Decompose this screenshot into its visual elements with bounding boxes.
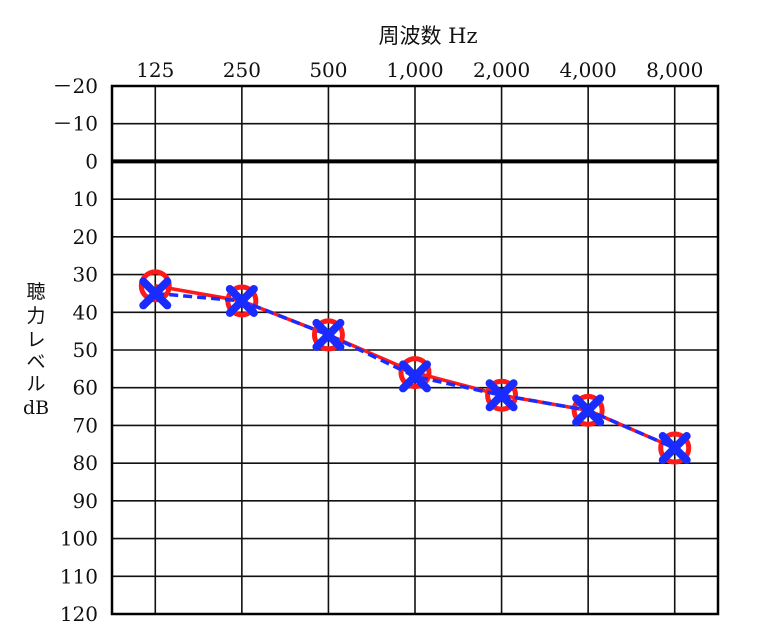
grid xyxy=(112,85,718,615)
x-tick-label: 2,000 xyxy=(473,58,530,82)
y-tick-label: 70 xyxy=(73,413,98,437)
data-point-cross xyxy=(485,379,518,412)
x-tick-label: 125 xyxy=(136,58,174,82)
x-tick-label: 500 xyxy=(309,58,347,82)
data-point-circle xyxy=(485,378,519,412)
data-point-circle xyxy=(398,356,432,390)
y-axis-label-char: 力 xyxy=(26,305,45,327)
y-tick-label: 60 xyxy=(73,376,98,400)
y-tick-label: 50 xyxy=(73,338,98,362)
x-tick-labels: 125 250 500 1,000 2,000 4,000 8,000 xyxy=(136,58,703,82)
y-tick-label: －10 xyxy=(53,112,98,136)
y-tick-labels: －20 －10 0 10 20 30 40 50 60 70 80 90 100 110 120 xyxy=(53,74,98,626)
y-axis-label-char: ル xyxy=(26,373,45,395)
data-point-circle xyxy=(658,431,692,465)
x-tick-label: 250 xyxy=(223,58,261,82)
x-tick-label: 1,000 xyxy=(386,58,443,82)
y-tick-label: 100 xyxy=(60,527,98,551)
y-tick-label: 110 xyxy=(60,564,98,588)
y-tick-label: 10 xyxy=(73,187,98,211)
y-axis-label-char: 聴 xyxy=(26,281,45,303)
plot-frame xyxy=(110,84,720,616)
data-point-circle xyxy=(138,269,172,303)
y-tick-label: 90 xyxy=(73,489,98,513)
series xyxy=(138,269,692,465)
series-cross xyxy=(139,277,691,465)
data-point-cross xyxy=(399,360,431,393)
y-tick-label: 80 xyxy=(73,451,98,475)
data-point-cross xyxy=(139,277,172,310)
y-tick-label: 20 xyxy=(73,225,98,249)
x-tick-label: 4,000 xyxy=(560,58,617,82)
y-tick-label: 120 xyxy=(60,602,98,626)
y-axis-label-char: dB xyxy=(23,397,49,419)
y-tick-label: 40 xyxy=(73,300,98,324)
y-axis-label-char: レ xyxy=(26,329,45,351)
y-tick-label: 30 xyxy=(73,263,98,287)
data-point-cross xyxy=(312,318,345,351)
y-axis-label-char: ベ xyxy=(26,351,45,373)
data-point-circle xyxy=(571,393,605,427)
y-tick-label: 0 xyxy=(85,149,98,173)
data-point-cross xyxy=(658,432,691,465)
data-point-circle xyxy=(311,318,345,352)
y-tick-label: －20 xyxy=(53,74,98,98)
x-tick-label: 8,000 xyxy=(646,58,703,82)
data-point-cross xyxy=(225,284,258,317)
x-axis-label: 周波数 Hz xyxy=(378,24,477,48)
data-point-cross xyxy=(572,394,605,427)
